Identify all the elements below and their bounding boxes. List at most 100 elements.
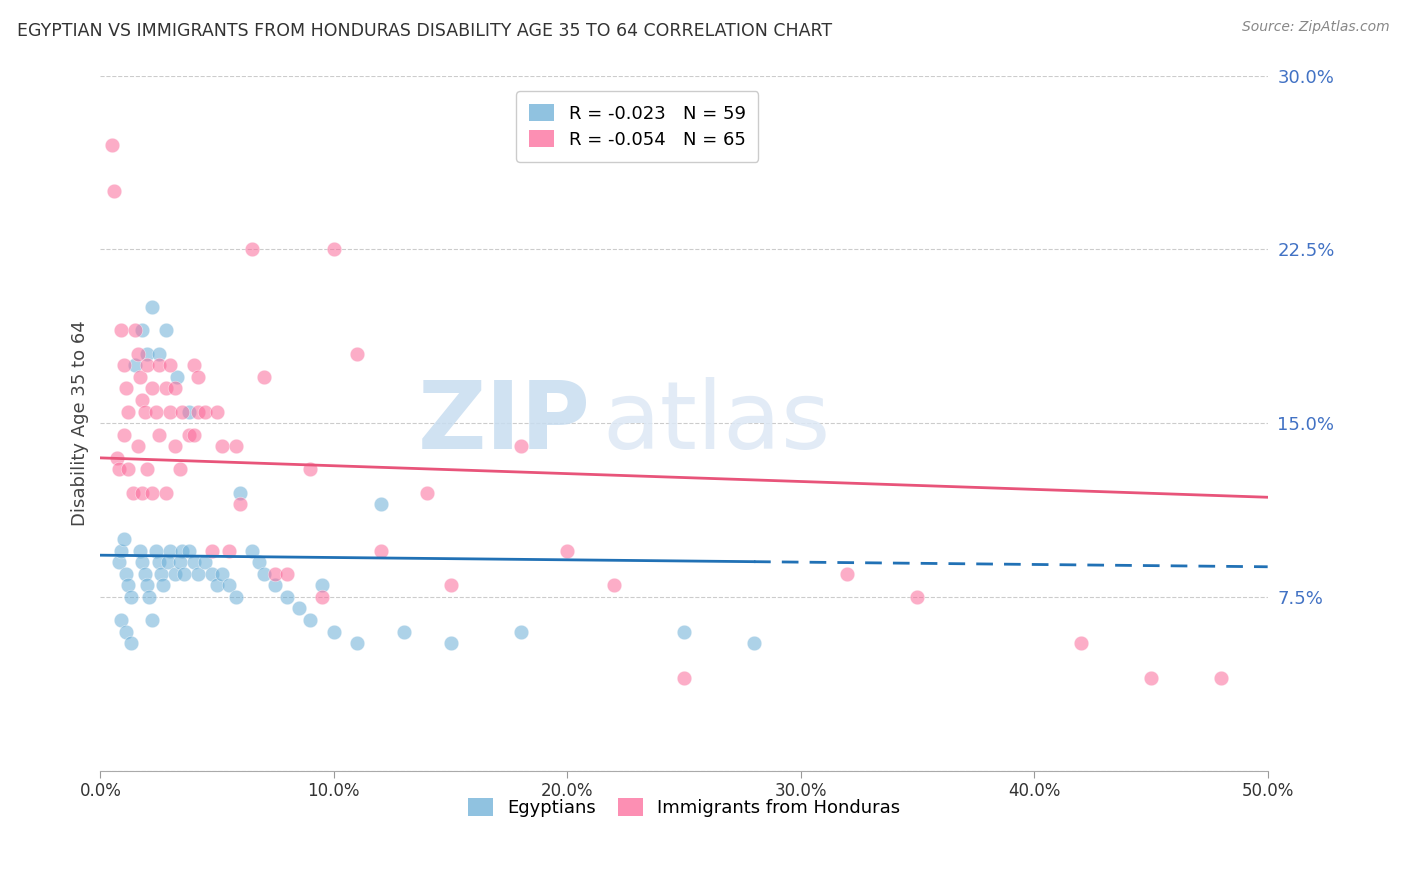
Point xyxy=(672,624,695,639)
Text: atlas: atlas xyxy=(602,377,831,469)
Point xyxy=(183,555,205,569)
Point xyxy=(103,185,125,199)
Point xyxy=(194,555,217,569)
Point xyxy=(555,543,578,558)
Point xyxy=(112,532,135,546)
Point xyxy=(150,566,173,581)
Point xyxy=(311,578,333,592)
Point xyxy=(124,358,146,372)
Point xyxy=(225,439,247,453)
Point xyxy=(439,578,461,592)
Point xyxy=(136,358,159,372)
Point xyxy=(112,427,135,442)
Point xyxy=(129,543,152,558)
Point xyxy=(165,439,187,453)
Point xyxy=(120,590,142,604)
Point xyxy=(509,624,531,639)
Point xyxy=(392,624,415,639)
Point xyxy=(138,590,160,604)
Point xyxy=(117,404,139,418)
Point xyxy=(264,578,287,592)
Point xyxy=(141,300,163,314)
Text: Source: ZipAtlas.com: Source: ZipAtlas.com xyxy=(1241,20,1389,34)
Point xyxy=(169,462,191,476)
Point xyxy=(136,462,159,476)
Point xyxy=(201,543,224,558)
Point xyxy=(1209,671,1232,685)
Point xyxy=(416,485,439,500)
Point xyxy=(122,485,145,500)
Point xyxy=(141,381,163,395)
Text: EGYPTIAN VS IMMIGRANTS FROM HONDURAS DISABILITY AGE 35 TO 64 CORRELATION CHART: EGYPTIAN VS IMMIGRANTS FROM HONDURAS DIS… xyxy=(17,22,832,40)
Point xyxy=(288,601,311,615)
Point xyxy=(240,242,263,256)
Y-axis label: Disability Age 35 to 64: Disability Age 35 to 64 xyxy=(72,320,89,526)
Point xyxy=(170,543,193,558)
Legend: Egyptians, Immigrants from Honduras: Egyptians, Immigrants from Honduras xyxy=(460,791,908,824)
Point xyxy=(127,346,149,360)
Point xyxy=(247,555,270,569)
Point xyxy=(183,358,205,372)
Point xyxy=(127,439,149,453)
Point xyxy=(229,497,252,511)
Point xyxy=(159,543,181,558)
Point xyxy=(159,404,181,418)
Point xyxy=(276,590,298,604)
Point xyxy=(148,358,170,372)
Point xyxy=(166,369,188,384)
Point xyxy=(159,358,181,372)
Point xyxy=(148,555,170,569)
Point xyxy=(187,404,209,418)
Point xyxy=(218,578,240,592)
Point xyxy=(108,555,131,569)
Point xyxy=(837,566,859,581)
Point xyxy=(148,427,170,442)
Point xyxy=(157,555,180,569)
Point xyxy=(131,392,153,407)
Point xyxy=(211,439,233,453)
Point xyxy=(115,566,138,581)
Point xyxy=(141,485,163,500)
Point xyxy=(131,485,153,500)
Point xyxy=(1070,636,1092,650)
Point xyxy=(240,543,263,558)
Point xyxy=(173,566,195,581)
Point xyxy=(194,404,217,418)
Point xyxy=(101,138,124,153)
Point xyxy=(370,543,392,558)
Point xyxy=(346,346,368,360)
Point xyxy=(120,636,142,650)
Point xyxy=(129,369,152,384)
Point xyxy=(165,381,187,395)
Point xyxy=(1140,671,1163,685)
Point xyxy=(218,543,240,558)
Point xyxy=(907,590,929,604)
Point xyxy=(131,323,153,337)
Point xyxy=(117,578,139,592)
Point xyxy=(110,543,132,558)
Point xyxy=(603,578,626,592)
Point xyxy=(177,543,200,558)
Point xyxy=(110,323,132,337)
Point xyxy=(117,462,139,476)
Point xyxy=(170,404,193,418)
Point xyxy=(112,358,135,372)
Point xyxy=(201,566,224,581)
Point xyxy=(134,404,156,418)
Point xyxy=(370,497,392,511)
Point xyxy=(136,578,159,592)
Point xyxy=(155,485,177,500)
Point xyxy=(134,566,156,581)
Point xyxy=(177,404,200,418)
Point xyxy=(187,566,209,581)
Point xyxy=(211,566,233,581)
Point xyxy=(115,381,138,395)
Point xyxy=(299,462,322,476)
Point xyxy=(187,369,209,384)
Point xyxy=(205,578,228,592)
Text: ZIP: ZIP xyxy=(418,377,591,469)
Point xyxy=(264,566,287,581)
Point xyxy=(169,555,191,569)
Point xyxy=(322,624,344,639)
Point xyxy=(108,462,131,476)
